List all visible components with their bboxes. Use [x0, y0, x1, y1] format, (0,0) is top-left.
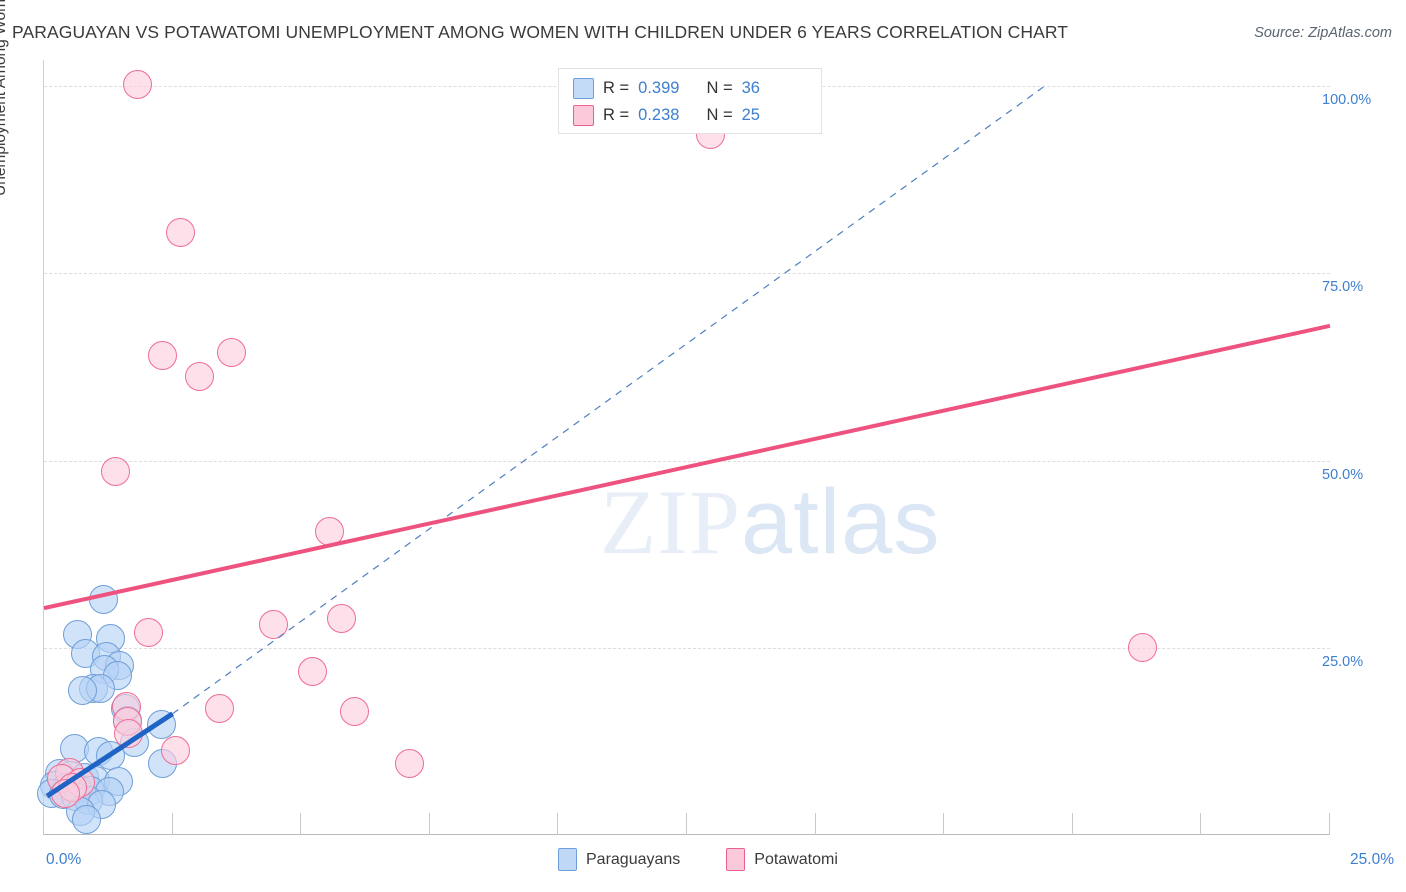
legend-swatch-potawatomi — [726, 848, 746, 871]
stats-r-label-2: R = — [603, 105, 630, 124]
legend-label-potawatomi: Potawatomi — [754, 850, 838, 868]
plot-area: ZIPatlas — [36, 60, 1330, 835]
x-axis-tick-0 — [43, 813, 44, 835]
data-point-potawatomi-9[interactable] — [258, 610, 288, 640]
x-axis-tick-1 — [171, 813, 173, 835]
page-title: PARAGUAYAN VS POTAWATOMI UNEMPLOYMENT AM… — [12, 22, 1069, 42]
watermark-atlas: atlas — [741, 471, 941, 573]
series-legend: Paraguayans Potawatomi — [558, 848, 838, 871]
x-axis-tick-3 — [428, 813, 430, 835]
x-axis-tick-6 — [814, 813, 816, 835]
data-point-paraguayans-35[interactable] — [71, 804, 101, 834]
data-point-potawatomi-5[interactable] — [185, 362, 215, 392]
watermark: ZIPatlas — [600, 469, 940, 575]
y-axis-title: Unemployment Among Women with Children U… — [0, 0, 10, 196]
stats-n-value-1: 36 — [741, 78, 760, 97]
data-point-potawatomi-6[interactable] — [101, 457, 130, 487]
stats-n-label-2: N = — [706, 105, 733, 124]
x-axis-tick-10 — [1329, 813, 1330, 835]
data-point-potawatomi-2[interactable] — [166, 217, 196, 247]
data-point-potawatomi-12[interactable] — [1127, 632, 1157, 662]
data-point-paraguayans-0[interactable] — [88, 585, 118, 615]
data-point-potawatomi-18[interactable] — [161, 735, 191, 765]
stats-swatch-paraguayans — [573, 77, 594, 99]
stats-swatch-potawatomi — [573, 104, 594, 126]
stats-legend-box: R = 0.399 N = 36 R = 0.238 N = 25 — [558, 68, 822, 134]
x-axis-tick-5 — [686, 813, 687, 835]
stats-r-value-1: 0.399 — [638, 78, 680, 97]
stats-n-label-1: N = — [706, 78, 733, 97]
x-axis-min-label: 0.0% — [46, 851, 82, 868]
data-point-potawatomi-8[interactable] — [327, 604, 357, 634]
x-axis-tick-2 — [300, 813, 302, 835]
y-axis-line — [43, 60, 44, 835]
stats-r-label-1: R = — [603, 78, 630, 97]
stats-row-paraguayans: R = 0.399 N = 36 — [573, 75, 760, 101]
source-label: Source: ZipAtlas.com — [1254, 25, 1392, 41]
stats-r-value-2: 0.238 — [638, 105, 680, 124]
data-point-paraguayans-10[interactable] — [67, 675, 97, 705]
data-point-potawatomi-17[interactable] — [114, 718, 144, 748]
data-point-potawatomi-3[interactable] — [147, 340, 177, 370]
y-axis-label-75.0: 75.0% — [1322, 279, 1364, 296]
data-point-potawatomi-14[interactable] — [205, 693, 235, 723]
stats-n-value-2: 25 — [741, 105, 760, 124]
gridline-75.0 — [44, 273, 1330, 275]
x-axis-tick-9 — [1200, 813, 1202, 835]
data-point-potawatomi-15[interactable] — [339, 696, 369, 726]
y-axis-label-25.0: 25.0% — [1322, 653, 1364, 670]
data-point-paraguayans-13[interactable] — [146, 710, 176, 740]
data-point-potawatomi-11[interactable] — [298, 657, 328, 687]
data-point-potawatomi-4[interactable] — [216, 337, 246, 367]
legend-item-potawatomi[interactable]: Potawatomi — [726, 848, 838, 871]
gridline-50.0 — [44, 460, 1330, 462]
stats-row-potawatomi: R = 0.238 N = 25 — [573, 102, 760, 128]
x-axis-tick-4 — [557, 813, 559, 835]
watermark-zip: ZIP — [600, 471, 741, 573]
data-point-potawatomi-10[interactable] — [133, 617, 163, 647]
x-axis-tick-8 — [1071, 813, 1073, 835]
data-point-potawatomi-0[interactable] — [123, 70, 153, 100]
data-point-potawatomi-19[interactable] — [395, 748, 425, 778]
y-axis-label-100.0: 100.0% — [1322, 92, 1372, 109]
data-point-potawatomi-7[interactable] — [314, 517, 344, 547]
x-axis-tick-7 — [943, 813, 945, 835]
x-axis-max-label: 25.0% — [1350, 851, 1394, 868]
legend-swatch-paraguayans — [558, 848, 577, 871]
legend-item-paraguayans[interactable]: Paraguayans — [558, 848, 680, 871]
y-axis-label-50.0: 50.0% — [1322, 466, 1364, 483]
legend-label-paraguayans: Paraguayans — [586, 850, 681, 868]
